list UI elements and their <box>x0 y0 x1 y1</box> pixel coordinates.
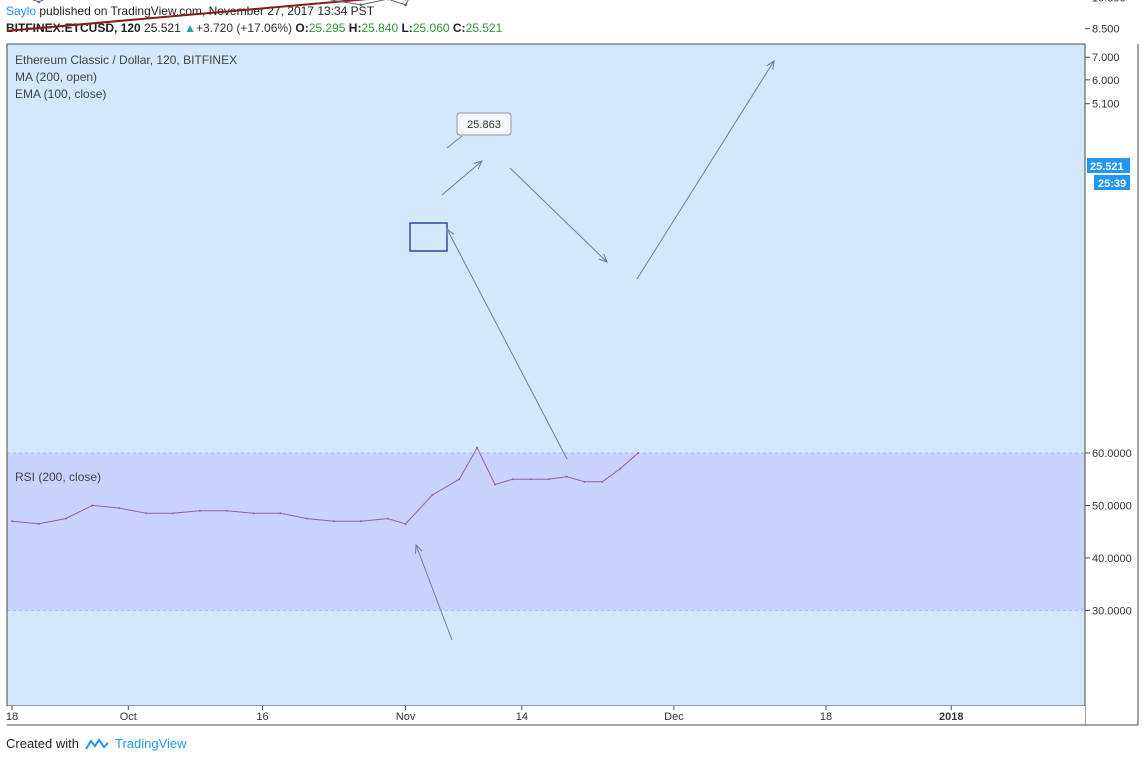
rsi-point <box>252 512 255 515</box>
low-value: 25.060 <box>412 21 450 35</box>
x-tick-label: 18 <box>820 711 832 723</box>
price-point <box>404 3 407 7</box>
price-scale[interactable] <box>1086 44 1138 725</box>
price-point <box>359 3 363 7</box>
rsi-band <box>7 452 1085 611</box>
rsi-point <box>637 451 640 454</box>
rsi-point <box>458 478 461 481</box>
arrow-up-short <box>441 161 482 196</box>
close-value: 25.521 <box>465 21 503 35</box>
rsi-point <box>431 493 434 496</box>
rsi-tick-label: 60.0000 <box>1092 448 1132 460</box>
price-badge <box>1087 158 1130 173</box>
rsi-point <box>601 480 604 483</box>
tradingview-link[interactable]: TradingView <box>114 736 187 751</box>
x-tick-label: 18 <box>6 711 18 723</box>
rsi-point <box>404 522 407 525</box>
rsi-point <box>476 446 479 449</box>
tradingview-logo-icon[interactable] <box>85 737 109 751</box>
y-tick-label: 7.000 <box>1092 52 1120 64</box>
high-value: 25.840 <box>361 21 399 35</box>
rsi-point <box>494 483 497 486</box>
open-value: 25.295 <box>308 21 346 35</box>
y-tick-label: 5.100 <box>1092 99 1120 111</box>
y-tick-label: 8.500 <box>1092 24 1120 36</box>
rsi-tick-label: 30.0000 <box>1092 605 1132 617</box>
x-tick-label: Oct <box>120 711 137 723</box>
arrow-down <box>509 167 607 262</box>
rsi-point <box>118 507 121 510</box>
low-label: L: <box>401 21 413 35</box>
symbol-label: BITFINEX:ETCUSD, 120 <box>6 21 141 35</box>
rsi-point <box>11 520 13 523</box>
close-label: C: <box>452 21 466 35</box>
rsi-point <box>198 509 201 512</box>
symbol-ohlc: BITFINEX:ETCUSD, 120 25.521 ▲+3.720 (+17… <box>6 21 502 35</box>
ema-legend: EMA (100, close) <box>15 87 106 101</box>
x-tick-label: 2018 <box>939 711 963 723</box>
rsi-point <box>583 480 586 483</box>
rsi-tick-label: 50.0000 <box>1092 500 1132 512</box>
y-tick-label: 6.000 <box>1092 75 1120 87</box>
x-tick-label: 14 <box>516 711 528 723</box>
created-with-text: Created with <box>6 736 79 751</box>
rsi-series-line <box>11 446 639 525</box>
footer: Created with TradingView <box>6 736 187 751</box>
price-series-line <box>32 0 409 6</box>
x-tick-label: Dec <box>664 711 684 723</box>
x-tick-label: Nov <box>396 711 416 723</box>
time-badge <box>1094 175 1130 190</box>
rsi-point <box>279 512 282 515</box>
up-triangle-icon: ▲ <box>184 21 196 35</box>
rsi-point <box>225 509 228 512</box>
y-tick-label: 10.500 <box>1092 0 1126 5</box>
last-price: 25.521 <box>144 21 181 35</box>
rsi-point <box>145 512 148 515</box>
rsi-point <box>386 517 389 520</box>
chart-title: Ethereum Classic / Dollar, 120, BITFINEX <box>15 53 237 67</box>
rsi-legend: RSI (200, close) <box>15 470 101 484</box>
price-point <box>332 0 336 2</box>
x-tick-label: 16 <box>256 711 268 723</box>
high-label: H: <box>348 21 362 35</box>
rsi-point <box>64 517 67 520</box>
time-scale[interactable] <box>7 706 1085 725</box>
rsi-point <box>306 517 309 520</box>
arrow-up-long <box>636 61 774 280</box>
rsi-point <box>333 520 336 523</box>
rsi-point <box>529 478 532 481</box>
rsi-point <box>91 504 94 507</box>
callout-value: 25.863 <box>467 119 501 131</box>
open-label: O: <box>295 21 309 35</box>
publish-info: Saylo published on TradingView.com, Nove… <box>6 4 374 18</box>
rsi-point <box>37 522 40 525</box>
rsi-point <box>547 478 550 481</box>
publish-text: published on TradingView.com, November 2… <box>36 4 375 18</box>
callout-box[interactable] <box>456 112 512 136</box>
rsi-tick-label: 40.0000 <box>1092 553 1132 565</box>
rsi-point <box>511 478 514 481</box>
callout-pointer <box>446 135 463 149</box>
arrow-to-rsi <box>416 545 453 641</box>
arrow-to-box <box>447 229 568 460</box>
price-badge-value: 25.521 <box>1090 161 1124 173</box>
support-trendline <box>6 0 369 32</box>
rsi-point <box>359 520 362 523</box>
price-change: +3.720 (+17.06%) <box>195 21 293 35</box>
rsi-point <box>172 512 175 515</box>
author-link[interactable]: Saylo <box>6 4 37 18</box>
time-badge-value: 25:39 <box>1098 178 1126 190</box>
price-point <box>37 0 41 4</box>
price-pane[interactable] <box>7 44 1085 459</box>
rsi-point <box>565 475 568 478</box>
rsi-point <box>619 467 622 470</box>
ma-legend: MA (200, open) <box>15 70 97 84</box>
